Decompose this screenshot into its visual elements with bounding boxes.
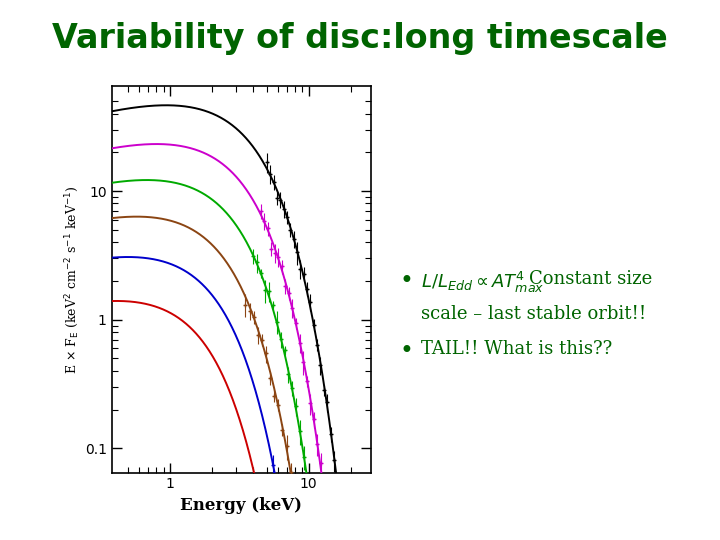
Text: Constant size: Constant size (529, 270, 652, 288)
Y-axis label: E $\times$ F$_{\rm E}$ (keV$^2$ cm$^{-2}$ s$^{-1}$ keV$^{-1}$): E $\times$ F$_{\rm E}$ (keV$^2$ cm$^{-2}… (63, 185, 81, 374)
Text: •: • (400, 270, 413, 293)
Text: Variability of disc:long timescale: Variability of disc:long timescale (52, 22, 668, 55)
Text: TAIL!! What is this??: TAIL!! What is this?? (421, 340, 613, 358)
Text: scale – last stable orbit!!: scale – last stable orbit!! (421, 305, 647, 323)
Text: •: • (400, 340, 413, 363)
X-axis label: Energy (keV): Energy (keV) (180, 497, 302, 514)
Text: $L/L_{Edd}$$\propto$$AT^4_{max}$: $L/L_{Edd}$$\propto$$AT^4_{max}$ (421, 270, 544, 295)
